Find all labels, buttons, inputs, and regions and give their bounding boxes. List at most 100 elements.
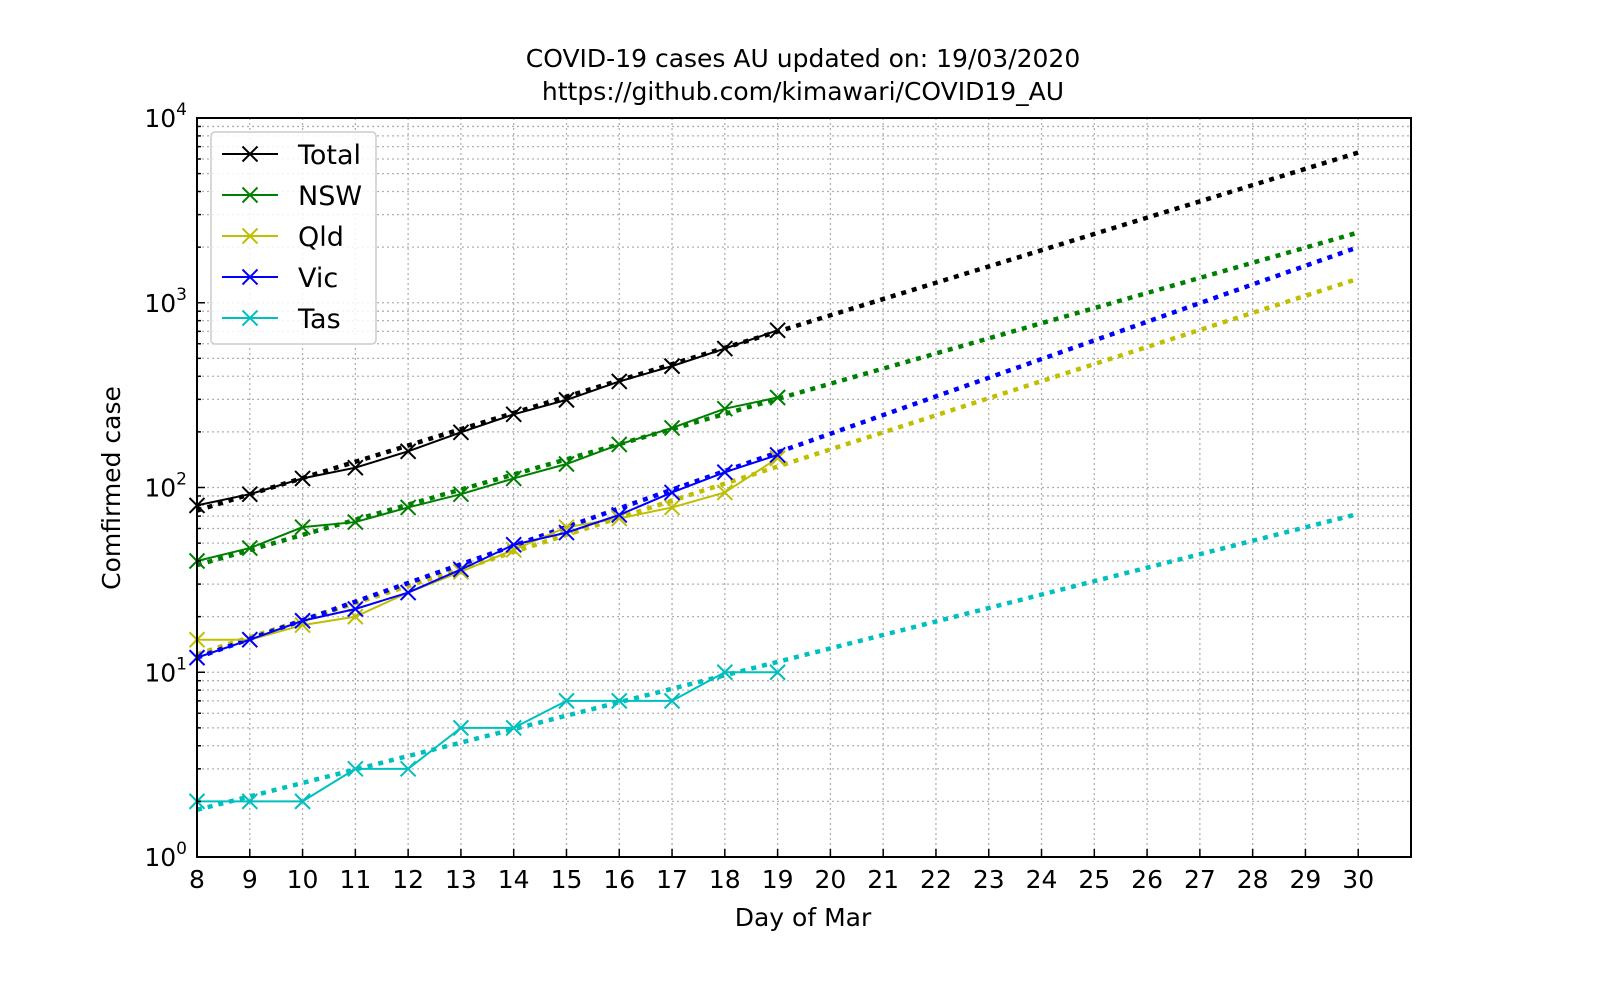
- series-tas: [188, 664, 786, 810]
- legend-item-nsw: NSW: [222, 181, 362, 212]
- x-tick-label: 17: [656, 865, 688, 894]
- legend-marker: [241, 309, 259, 327]
- series-line-qld: [197, 457, 779, 641]
- data-point-tas: [241, 793, 258, 810]
- data-point-vic: [611, 506, 628, 524]
- data-point-nsw: [399, 499, 417, 516]
- data-point-total: [558, 391, 575, 409]
- legend-marker: [241, 268, 259, 286]
- x-tick-label: 30: [1342, 865, 1374, 894]
- data-point-nsw: [769, 389, 786, 406]
- x-axis-label: Day of Mar: [735, 903, 872, 932]
- chart-title-line-2: https://github.com/kimawari/COVID19_AU: [542, 77, 1064, 106]
- data-series: [188, 322, 786, 810]
- data-point-qld: [716, 484, 734, 501]
- legend-label: Vic: [298, 263, 338, 294]
- x-tick-label: 28: [1237, 865, 1269, 894]
- legend-item-vic: Vic: [222, 263, 338, 294]
- data-point-vic: [452, 561, 470, 578]
- data-point-nsw: [663, 419, 681, 437]
- legend-label: Total: [297, 140, 361, 171]
- data-point-nsw: [505, 470, 522, 487]
- y-axis-label: Comfirmed case: [97, 386, 126, 590]
- x-tick-label: 19: [762, 865, 794, 894]
- data-point-total: [399, 443, 417, 460]
- legend-marker: [241, 186, 259, 204]
- data-point-vic: [294, 612, 311, 629]
- data-point-vic: [663, 484, 681, 501]
- data-point-total: [716, 340, 734, 357]
- chart-title-line-1: COVID-19 cases AU updated on: 19/03/2020: [526, 44, 1081, 73]
- legend-label: Qld: [298, 222, 344, 253]
- data-point-tas: [505, 719, 522, 737]
- y-tick-label: 103: [144, 285, 187, 318]
- data-point-total: [611, 373, 628, 390]
- data-point-tas: [294, 793, 311, 810]
- x-tick-label: 16: [603, 865, 635, 894]
- x-axis-ticks: 8 9 10 11 12 13 14 15 16 17 18 19 20 21 22 23 24 25 26 27 28…: [189, 849, 1374, 894]
- data-point-tas: [558, 692, 575, 710]
- x-tick-label: 20: [814, 865, 846, 894]
- x-tick-label: 15: [551, 865, 583, 894]
- x-tick-label: 18: [709, 865, 741, 894]
- data-point-qld: [769, 450, 786, 467]
- x-tick-label: 12: [392, 865, 424, 894]
- y-tick-label: 104: [144, 100, 187, 133]
- legend-marker: [241, 145, 259, 163]
- data-point-nsw: [452, 485, 470, 503]
- data-point-nsw: [558, 455, 575, 473]
- data-point-total: [452, 424, 470, 441]
- x-tick-label: 26: [1131, 865, 1163, 894]
- data-point-tas: [399, 760, 417, 778]
- data-point-qld: [558, 518, 575, 536]
- legend-item-tas: Tas: [222, 304, 341, 335]
- y-tick-label: 102: [144, 470, 187, 503]
- series-line-vic: [196, 454, 778, 659]
- x-tick-label: 22: [920, 865, 952, 894]
- data-point-nsw: [347, 513, 364, 531]
- trend-line-tas: [196, 511, 1359, 813]
- x-tick-label: 23: [973, 865, 1005, 894]
- data-point-vic: [399, 584, 417, 601]
- x-tick-label: 27: [1184, 865, 1216, 894]
- data-point-nsw: [241, 539, 258, 557]
- x-tick-label: 9: [242, 865, 258, 894]
- data-point-total: [347, 459, 364, 476]
- data-point-total: [663, 357, 681, 375]
- legend-label: Tas: [297, 304, 341, 335]
- trend-line-nsw: [196, 230, 1359, 568]
- trend-line-vic: [196, 245, 1359, 660]
- data-point-tas: [769, 664, 786, 681]
- data-point-qld: [663, 499, 681, 516]
- series-line-total: [196, 329, 778, 507]
- x-tick-label: 11: [339, 865, 371, 894]
- x-tick-label: 24: [1026, 865, 1058, 894]
- data-point-tas: [611, 692, 628, 710]
- series-line-tas: [197, 671, 778, 803]
- data-point-qld: [505, 541, 522, 559]
- data-point-total: [505, 406, 522, 423]
- series-total: [188, 322, 786, 514]
- x-tick-label: 21: [867, 865, 899, 894]
- data-point-vic: [716, 463, 734, 481]
- y-tick-label: 100: [144, 839, 187, 872]
- data-point-total: [294, 470, 311, 487]
- data-point-qld: [347, 608, 364, 625]
- data-point-nsw: [716, 400, 734, 417]
- grid: [196, 118, 1411, 858]
- legend: Total NSW Qld Vic Tas: [210, 131, 377, 345]
- data-point-vic: [505, 536, 522, 553]
- legend-item-qld: Qld: [222, 222, 344, 253]
- data-point-total: [769, 322, 786, 339]
- series-vic: [188, 446, 786, 666]
- x-tick-label: 13: [445, 865, 477, 894]
- y-tick-label: 101: [144, 654, 187, 687]
- series-line-nsw: [196, 396, 778, 562]
- data-point-total: [241, 485, 258, 503]
- data-point-tas: [716, 664, 734, 681]
- legend-item-total: Total: [222, 140, 361, 171]
- legend-box: [210, 131, 377, 345]
- data-point-vic: [347, 600, 364, 618]
- legend-label: NSW: [298, 181, 362, 212]
